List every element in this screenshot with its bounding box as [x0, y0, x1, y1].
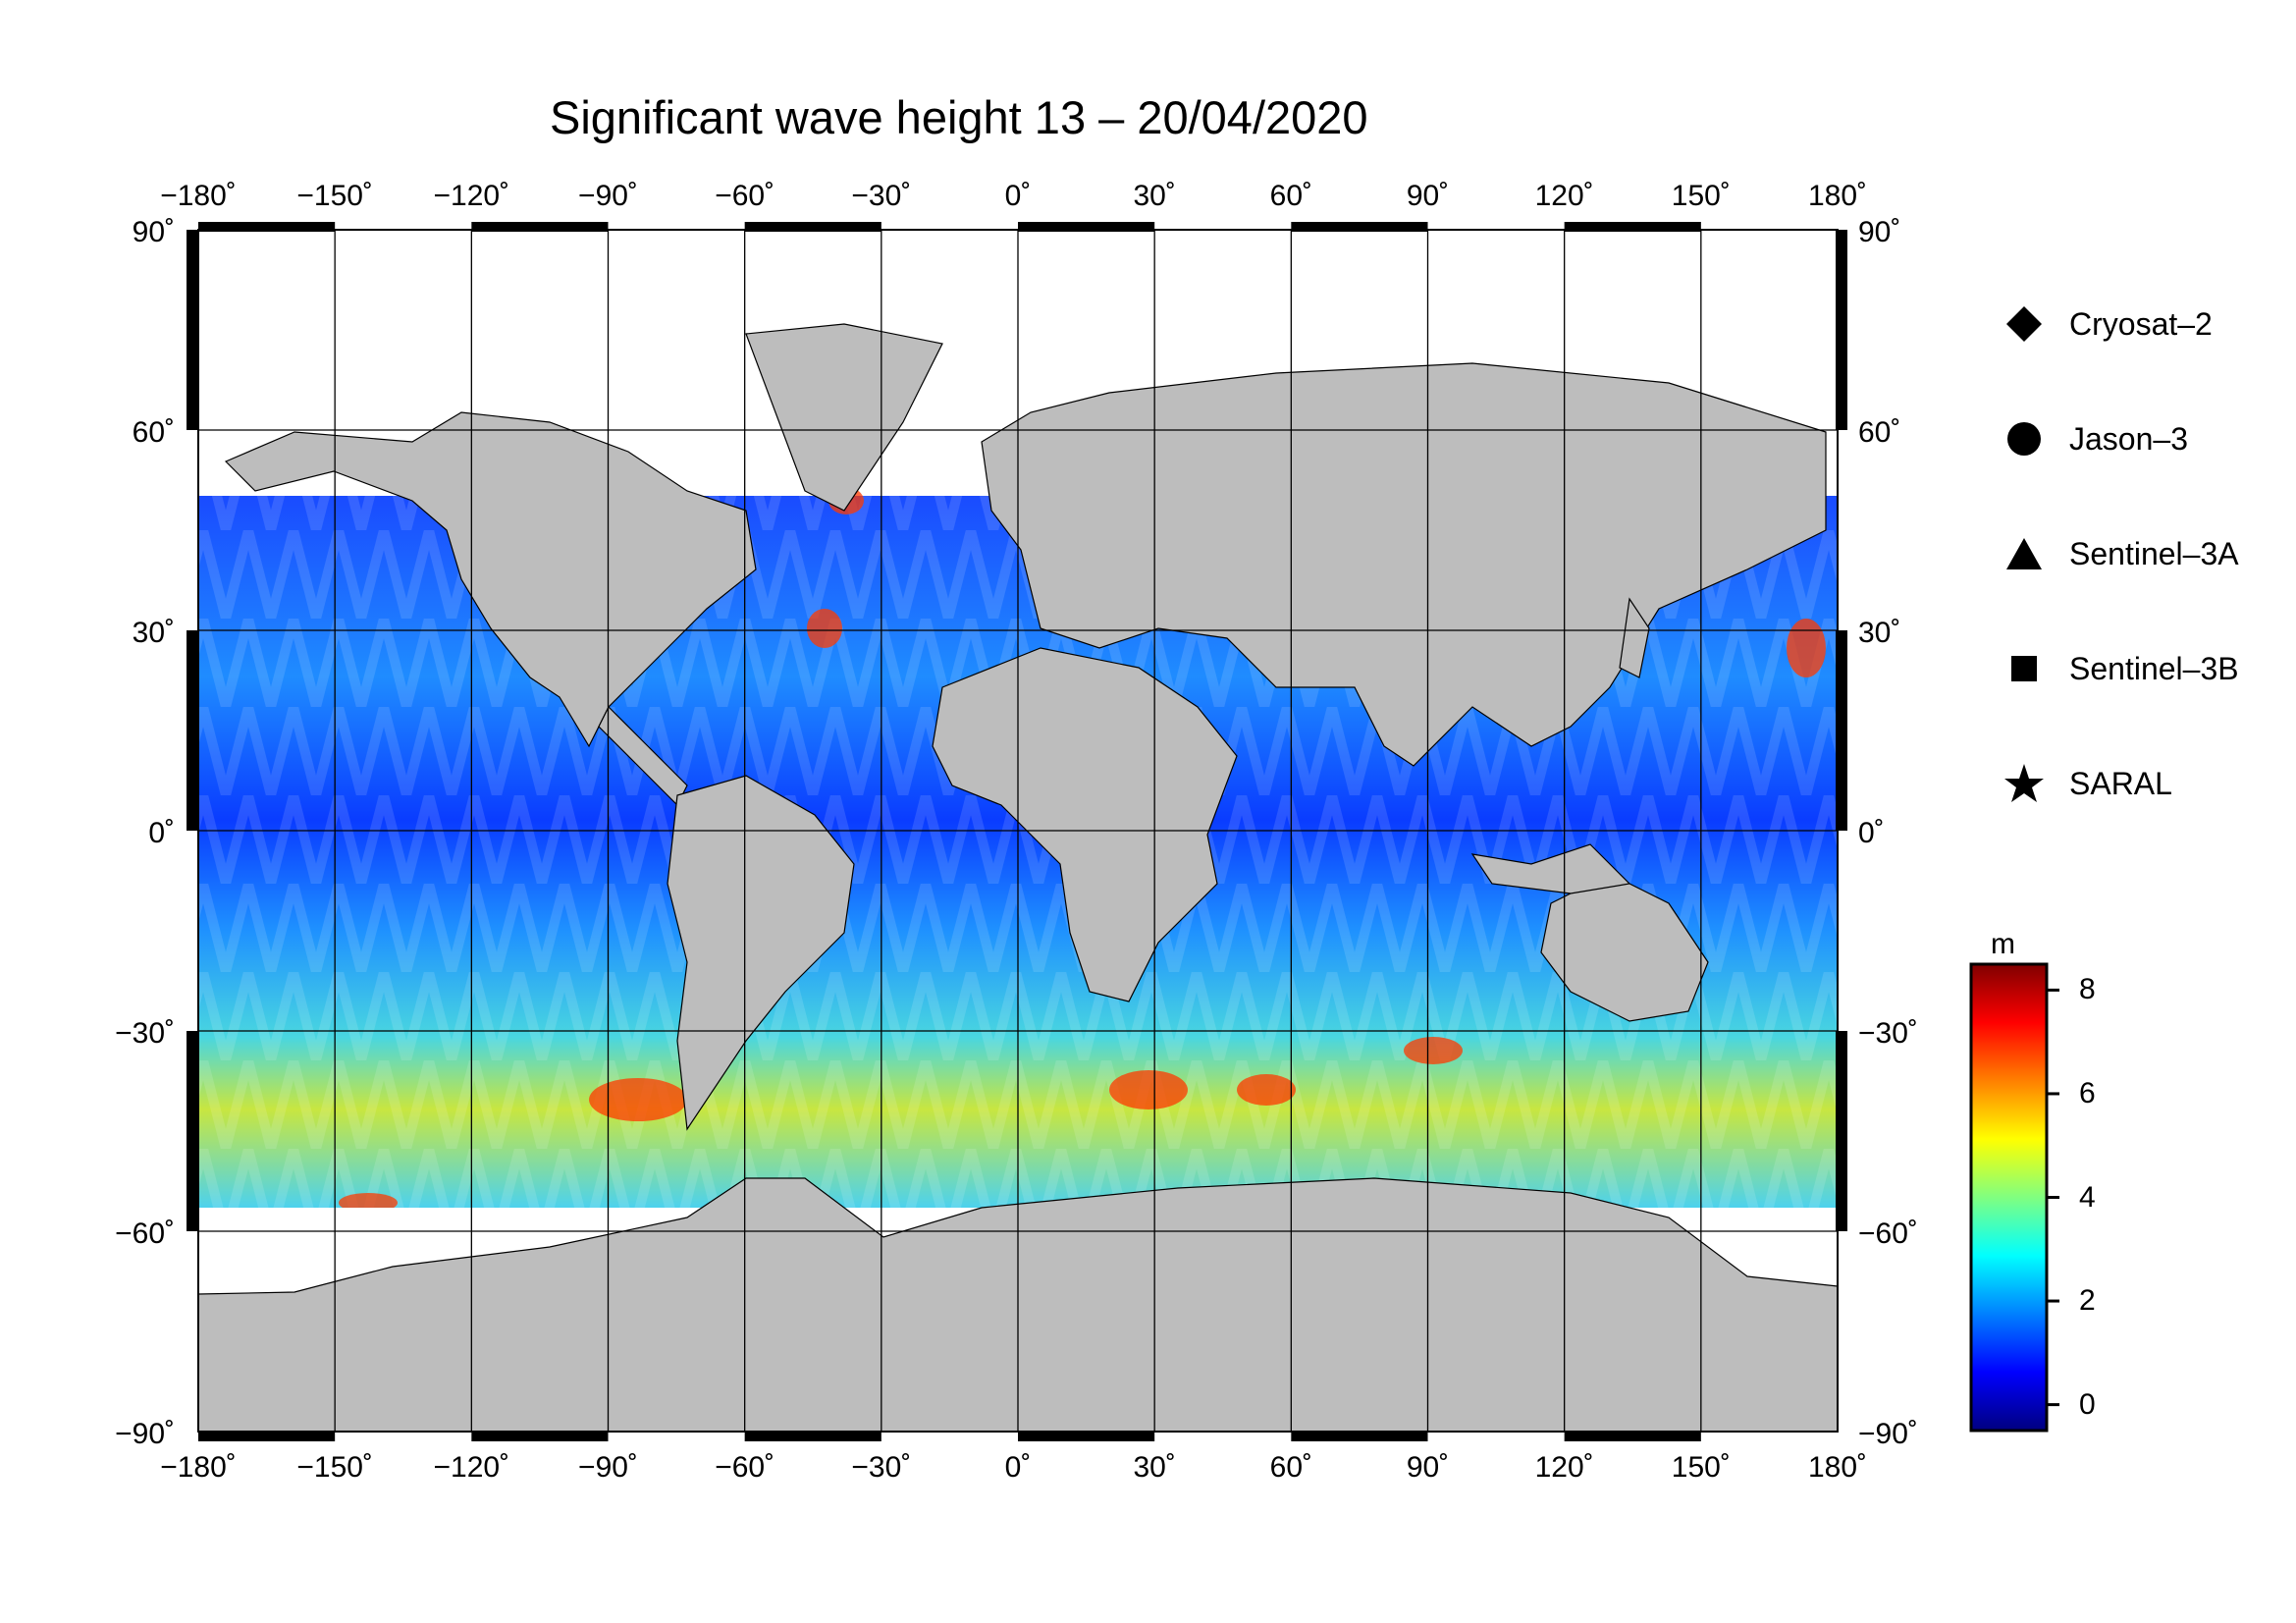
colorbar — [1969, 962, 2049, 1433]
map-title: Significant wave height 13 – 20/04/2020 — [550, 91, 1368, 143]
square-icon — [2011, 656, 2037, 681]
legend-label: Sentinel–3B — [2069, 650, 2239, 686]
legend-label: Sentinel–3A — [2069, 535, 2239, 571]
frame-bar — [1018, 222, 1155, 232]
lon-tick-top: 30˚ — [1133, 180, 1176, 212]
lon-tick-top: −60˚ — [715, 180, 775, 212]
colorbar-tick-label: 6 — [2079, 1076, 2096, 1109]
frame-bar — [187, 230, 198, 430]
lat-tick-right: 60˚ — [1858, 416, 1901, 449]
frame-bar — [1291, 222, 1428, 232]
lon-tick-bottom: 180˚ — [1807, 1451, 1868, 1484]
frame-bar — [471, 1432, 609, 1441]
frame-bar — [744, 1432, 881, 1441]
lat-tick-left: −60˚ — [115, 1217, 175, 1250]
frame-bar — [471, 222, 609, 232]
lat-tick-left: 0˚ — [148, 817, 175, 849]
lat-tick-left: 60˚ — [132, 416, 175, 449]
colorbar-tick-label: 2 — [2079, 1284, 2096, 1318]
lon-tick-bottom: 0˚ — [1004, 1451, 1032, 1484]
lon-tick-bottom: −60˚ — [715, 1451, 775, 1484]
lon-tick-top: −120˚ — [433, 180, 510, 212]
lon-tick-bottom: −180˚ — [160, 1451, 237, 1484]
lat-tick-right: 0˚ — [1858, 817, 1885, 849]
colorbar-tick-label: 8 — [2079, 973, 2096, 1006]
lon-tick-bottom: 60˚ — [1269, 1451, 1312, 1484]
frame-bar — [198, 1432, 336, 1441]
lon-tick-top: 180˚ — [1807, 180, 1868, 212]
lat-tick-right: 90˚ — [1858, 216, 1901, 248]
legend-sentinel3a: Sentinel–3A — [2002, 524, 2239, 583]
lat-tick-right: −30˚ — [1858, 1017, 1918, 1050]
lon-tick-bottom: 30˚ — [1133, 1451, 1176, 1484]
frame-bar — [744, 222, 881, 232]
frame-bar — [198, 222, 336, 232]
frame-bar — [1564, 222, 1701, 232]
lon-tick-top: −30˚ — [851, 180, 912, 212]
lon-tick-bottom: −30˚ — [851, 1451, 912, 1484]
frame-bar — [1564, 1432, 1701, 1441]
frame-ticks — [187, 222, 1847, 1441]
colorbar-ticks — [2047, 988, 2059, 1407]
lon-tick-top: 120˚ — [1534, 180, 1594, 212]
legend-label: Jason–3 — [2069, 420, 2188, 457]
colorbar-tick-label: 4 — [2079, 1180, 2096, 1214]
legend-jason3: Jason–3 — [2002, 409, 2188, 468]
lon-tick-top: 0˚ — [1004, 180, 1032, 212]
colorbar-tick-label: 0 — [2079, 1387, 2096, 1421]
legend-cryosat2: Cryosat–2 — [2002, 295, 2213, 353]
lon-tick-bottom: −90˚ — [578, 1451, 638, 1484]
lat-tick-right: −60˚ — [1858, 1217, 1918, 1250]
lat-tick-right: 30˚ — [1858, 617, 1901, 649]
lon-tick-top: −180˚ — [160, 180, 237, 212]
frame-bar — [1836, 1031, 1847, 1231]
lon-tick-top: −90˚ — [578, 180, 638, 212]
lon-tick-bottom: 150˚ — [1671, 1451, 1731, 1484]
lat-tick-right: −90˚ — [1858, 1418, 1918, 1450]
frame-bar — [1291, 1432, 1428, 1441]
lon-tick-bottom: −120˚ — [433, 1451, 510, 1484]
lon-tick-bottom: −150˚ — [296, 1451, 373, 1484]
frame-bar — [187, 630, 198, 831]
frame-bar — [1018, 1432, 1155, 1441]
frame-bar — [1836, 230, 1847, 430]
legend-sentinel3b: Sentinel–3B — [2002, 639, 2239, 698]
lon-tick-top: 60˚ — [1269, 180, 1312, 212]
legend-label: SARAL — [2069, 765, 2172, 801]
frame-bar — [1836, 630, 1847, 831]
star-icon — [2004, 764, 2044, 802]
lon-tick-bottom: 120˚ — [1534, 1451, 1594, 1484]
colorbar-unit: m — [1991, 928, 2015, 960]
lat-tick-left: −90˚ — [115, 1418, 175, 1450]
triangle-icon — [2006, 538, 2042, 569]
lat-tick-left: −30˚ — [115, 1017, 175, 1050]
diamond-icon — [2006, 306, 2042, 342]
legend-saral: SARAL — [2002, 754, 2172, 813]
lat-tick-left: 90˚ — [132, 216, 175, 248]
lon-tick-top: 150˚ — [1671, 180, 1731, 212]
legend-label: Cryosat–2 — [2069, 305, 2213, 342]
circle-icon — [2007, 422, 2041, 456]
lon-tick-top: 90˚ — [1406, 180, 1450, 212]
lat-tick-left: 30˚ — [132, 617, 175, 649]
frame-bar — [187, 1031, 198, 1231]
lon-tick-bottom: 90˚ — [1406, 1451, 1450, 1484]
lon-tick-top: −150˚ — [296, 180, 373, 212]
